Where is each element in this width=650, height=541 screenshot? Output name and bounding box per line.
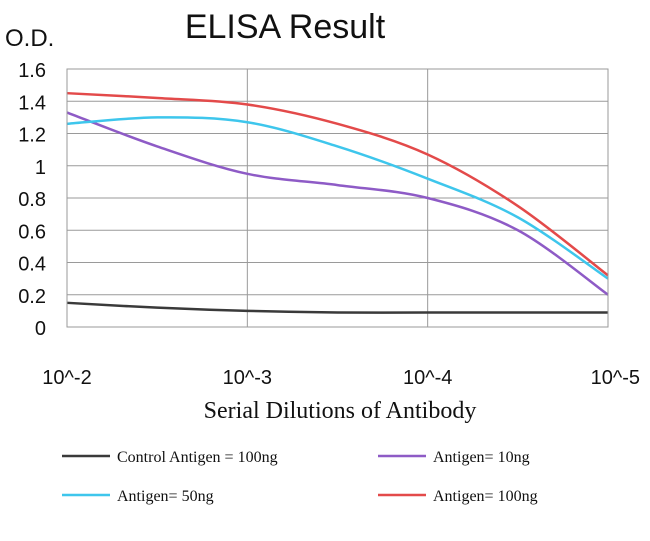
- y-tick-label: 0.6: [18, 221, 46, 243]
- x-tick-label: 10^-3: [223, 367, 272, 389]
- y-tick-label: 1.4: [18, 92, 46, 114]
- y-tick-label: 1.2: [18, 125, 46, 147]
- x-axis-label: Serial Dilutions of Antibody: [204, 398, 477, 424]
- y-tick-label: 0: [35, 318, 46, 340]
- legend-label-3: Antigen= 100ng: [433, 488, 538, 505]
- series-line-2: [66, 116, 609, 280]
- y-tick-label: 1.6: [18, 60, 46, 82]
- legend-label-0: Control Antigen = 100ng: [117, 449, 278, 466]
- x-tick-label: 10^-5: [591, 367, 640, 389]
- y-tick-label: 0.2: [18, 286, 46, 308]
- series-line-3: [66, 91, 609, 277]
- series-line-0: [66, 301, 608, 314]
- y-axis-label: O.D.: [5, 25, 54, 52]
- series-line-1: [66, 111, 609, 296]
- chart-title: ELISA Result: [185, 8, 386, 46]
- x-tick-label: 10^-2: [42, 367, 91, 389]
- x-tick-label: 10^-4: [403, 367, 452, 389]
- y-tick-label: 0.4: [18, 254, 46, 276]
- y-tick-label: 1: [35, 157, 46, 179]
- legend-label-2: Antigen= 50ng: [117, 488, 214, 505]
- y-tick-label: 0.8: [18, 189, 46, 211]
- plot-area-border: [66, 68, 609, 328]
- legend-label-1: Antigen= 10ng: [433, 449, 530, 466]
